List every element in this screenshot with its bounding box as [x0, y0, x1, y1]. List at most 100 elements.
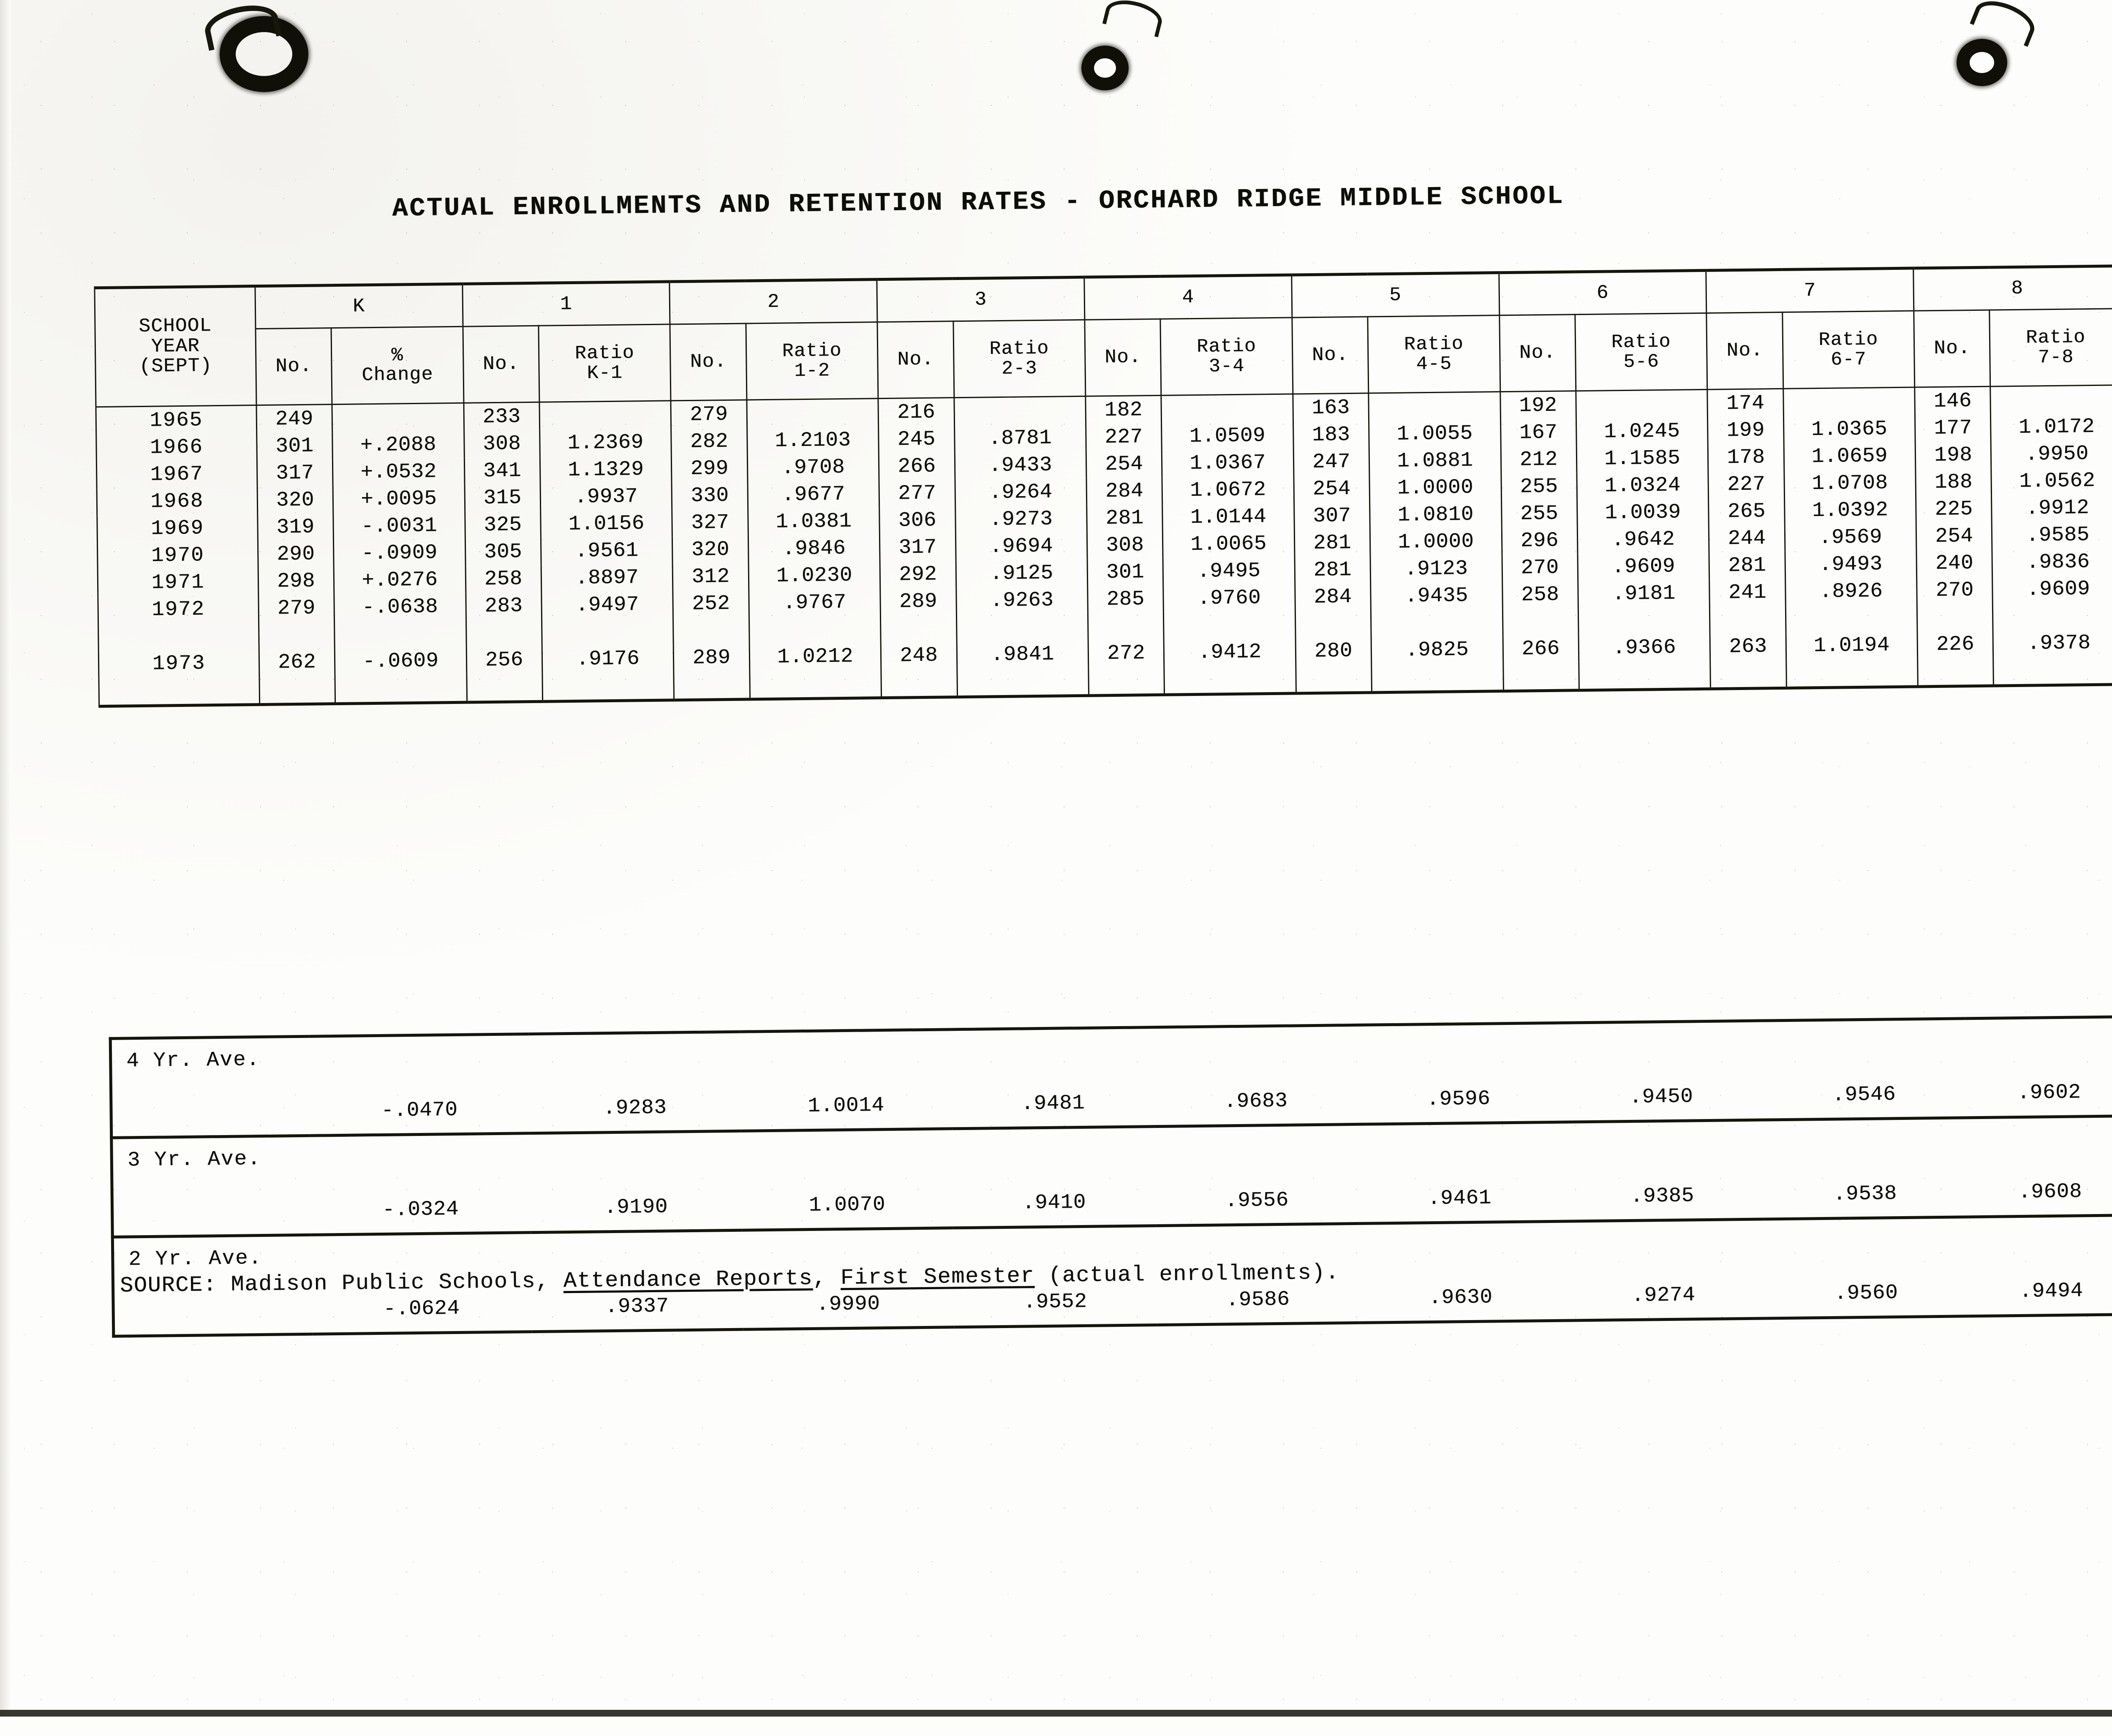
cell-pct-change: -.0909: [333, 538, 465, 568]
cell-ratio: .9694: [955, 532, 1088, 561]
subheader-g1-no: No.: [463, 326, 539, 403]
column-header-grade-1: 1: [462, 281, 670, 327]
cell-enrollment-no: 317: [257, 459, 333, 487]
ratio-word: Ratio: [1196, 335, 1257, 358]
cell-enrollment-no: 290: [258, 540, 334, 568]
page-left-edge-shadow: [0, 0, 11, 1724]
cell-ratio: .9585: [1992, 521, 2112, 549]
cell-enrollment-no: 270: [1916, 576, 1993, 604]
subheader-ratio-7-8: Ratio 7-8: [1990, 308, 2112, 387]
ratio-word: Ratio: [2025, 326, 2086, 349]
cell-enrollment-no: 308: [1087, 531, 1163, 559]
cell-ratio: 1.0367: [1162, 448, 1294, 477]
cell-ratio: 1.0659: [1783, 442, 1916, 470]
subheader-ratio-6-7: Ratio 6-7: [1782, 311, 1915, 389]
averages-value: -.0324: [310, 1133, 531, 1235]
cell-school-year: 1969: [97, 514, 258, 543]
averages-value: .9274: [1561, 1219, 1765, 1321]
school-year-line2: YEAR: [151, 335, 200, 358]
table-body: 1965 249 233 279 216 182 163 192 174 146 …: [95, 385, 2112, 706]
cell-enrollment-no: 167: [1500, 418, 1577, 447]
cell-enrollment-no: 320: [257, 486, 333, 514]
averages-value: .9481: [951, 1027, 1155, 1129]
cell-enrollment-no: 146: [1914, 386, 1991, 415]
cell-enrollment-no: 244: [1709, 524, 1785, 552]
school-year-line1: SCHOOL: [139, 314, 212, 337]
blank-cell: [335, 674, 467, 704]
cell-enrollment-no: 315: [464, 484, 541, 512]
cell-enrollment-no: 289: [880, 587, 956, 616]
blank-cell: [1917, 657, 1994, 687]
cell-enrollment-no: 199: [1707, 416, 1784, 444]
cell-ratio: 1.1329: [540, 455, 672, 484]
cell-enrollment-no: 258: [465, 565, 542, 593]
averages-value: .9602: [1964, 1016, 2112, 1118]
cell-ratio: .9493: [1785, 550, 1917, 579]
cell-enrollment-no: 266: [879, 452, 955, 481]
cell-enrollment-no: 289: [673, 644, 750, 672]
ratio-pair: 2-3: [1001, 358, 1037, 380]
cell-ratio: .9609: [1992, 575, 2112, 603]
subheader-k-pct-change: % Change: [331, 326, 464, 405]
cell-ratio: .9435: [1370, 581, 1502, 610]
cell-ratio: 1.0810: [1369, 500, 1502, 529]
subheader-g2-no: No.: [670, 323, 747, 401]
cell-ratio: .9841: [956, 640, 1089, 669]
ratio-pair: K-1: [587, 362, 623, 384]
cell-pct-change: +.0532: [332, 457, 465, 486]
cell-school-year: 1971: [98, 568, 259, 597]
cell-ratio: 1.0509: [1161, 421, 1293, 450]
cell-ratio: .9677: [747, 480, 879, 509]
cell-enrollment-no: 240: [1916, 549, 1993, 577]
spacer-cell: [259, 621, 335, 649]
cell-school-year: 1968: [97, 487, 258, 516]
subheader-k-no: No.: [255, 328, 332, 405]
column-header-grade-4: 4: [1084, 274, 1292, 320]
cell-ratio: .9264: [955, 478, 1087, 507]
cell-enrollment-no: 292: [880, 560, 956, 589]
cell-enrollment-no: 277: [879, 479, 955, 508]
cell-ratio: .9569: [1784, 523, 1917, 551]
subheader-g3-no: No.: [877, 321, 954, 399]
cell-enrollment-no: 327: [672, 508, 748, 537]
cell-enrollment-no: 245: [878, 425, 955, 454]
averages-value: .9560: [1764, 1217, 1968, 1319]
cell-enrollment-no: 216: [878, 397, 955, 427]
spacer-cell: [1785, 604, 1918, 633]
cell-enrollment-no: 192: [1500, 391, 1576, 420]
cell-ratio: .9937: [540, 482, 672, 511]
cell-enrollment-no: 254: [1293, 475, 1370, 503]
spacer-cell: [749, 615, 881, 644]
spacer-cell: [1578, 606, 1710, 635]
cell-ratio: .9767: [748, 588, 881, 617]
cell-ratio: .9123: [1370, 554, 1502, 583]
cell-enrollment-no: 178: [1708, 443, 1784, 471]
cell-enrollment-no: 280: [1295, 637, 1372, 665]
ratio-word: Ratio: [989, 337, 1049, 360]
averages-value: .9608: [1965, 1116, 2112, 1217]
cell-ratio: .9642: [1577, 525, 1709, 554]
cell-enrollment-no: 266: [1502, 635, 1579, 663]
cell-ratio: [1368, 391, 1501, 421]
ratio-word: Ratio: [1611, 331, 1671, 353]
cell-ratio: .9912: [1991, 494, 2112, 522]
subheader-ratio-4-5: Ratio 4-5: [1367, 315, 1500, 394]
cell-ratio: [1783, 387, 1915, 416]
cell-school-year: 1967: [96, 460, 257, 489]
spacer-cell: [956, 613, 1089, 642]
cell-enrollment-no: 258: [1502, 581, 1579, 609]
cell-enrollment-no: 272: [1088, 639, 1165, 667]
cell-enrollment-no: 233: [463, 402, 540, 431]
cell-enrollment-no: 262: [259, 648, 335, 676]
averages-value: 1.0014: [740, 1029, 952, 1131]
cell-ratio: [1161, 394, 1293, 423]
blank-cell: [881, 668, 958, 698]
cell-enrollment-no: 226: [1917, 630, 1994, 658]
cell-enrollment-no: 174: [1707, 388, 1784, 417]
cell-ratio: .8781: [954, 424, 1086, 453]
cell-school-year: 1970: [97, 541, 259, 570]
cell-enrollment-no: 182: [1085, 395, 1162, 424]
cell-ratio: .9495: [1163, 557, 1295, 585]
subheader-ratio-k-1: Ratio K-1: [538, 324, 671, 402]
cell-enrollment-no: 284: [1086, 477, 1162, 505]
